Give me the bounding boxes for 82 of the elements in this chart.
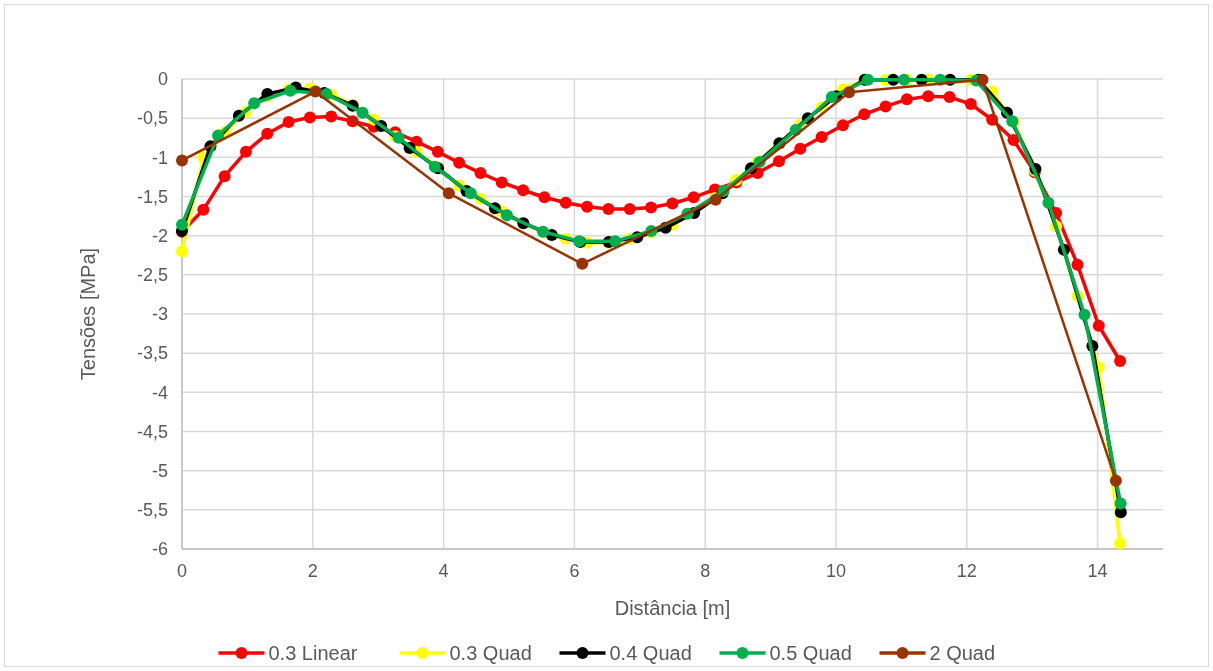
legend-label: 0.3 Quad [449,642,532,664]
point [687,191,700,204]
y-axis-title: Tensões [MPa] [77,247,99,381]
x-tick-label: 8 [700,561,711,581]
point [964,98,977,111]
point [1092,319,1105,332]
point [1114,355,1127,367]
point [1109,474,1122,487]
point [581,200,594,213]
point [303,111,316,124]
point [645,201,658,214]
point [282,116,295,129]
point [248,97,261,110]
point [576,257,589,270]
point [218,170,231,183]
legend-label: 0.4 Quad [609,642,692,664]
y-tick-label: -2,5 [136,265,168,286]
y-tick-label: -6 [151,539,168,560]
y-tick-label: -1 [151,147,168,168]
point [858,108,871,121]
point [1114,537,1127,550]
point [772,155,785,168]
y-tick-label: -0,5 [136,108,168,129]
legend-label: 0.5 Quad [769,642,852,664]
point [559,196,572,209]
x-tick-label: 12 [956,561,977,581]
point [609,235,622,248]
point [623,203,636,216]
y-tick-label: -5,5 [136,500,168,521]
point [325,110,338,123]
point [943,91,956,104]
x-tick-label: 2 [307,561,318,581]
point [922,90,935,103]
point [309,85,322,98]
point [176,154,188,167]
x-tick-label: 4 [438,561,449,581]
point [836,119,849,132]
point [517,184,530,197]
y-tick-label: -2 [151,225,168,246]
point [500,209,513,222]
point [815,130,828,143]
point [197,203,210,216]
y-tick-label: -3,5 [136,343,168,364]
point [1078,308,1091,321]
x-tick-label: 6 [569,561,580,581]
x-tick-label: 10 [825,561,847,581]
point [464,187,477,200]
point [843,86,856,99]
point [976,73,989,86]
y-tick-label: -4 [151,382,168,403]
legend-label: 0.3 Linear [268,642,358,664]
y-tick-label: -3 [151,304,168,325]
point [1071,258,1084,271]
point [538,191,551,204]
point [602,203,615,216]
point [356,106,369,119]
point [453,156,466,169]
point [474,167,487,179]
point [239,145,252,158]
point [176,245,188,258]
point [212,129,225,142]
point [1114,497,1127,510]
point [794,142,807,155]
point [900,93,913,106]
point [825,91,838,104]
point [666,197,679,210]
point [431,145,444,158]
point [261,127,274,140]
point [442,187,455,200]
legend-label: 2 Quad [929,642,996,664]
x-tick-label: 0 [176,561,188,581]
point [1007,134,1020,147]
point [176,218,188,231]
x-axis-title: Distância [m] [614,597,731,619]
y-tick-label: -4,5 [136,421,168,442]
point [495,176,508,189]
point [1042,196,1055,209]
y-tick-label: 0 [157,69,168,90]
y-tick-label: -1,5 [136,186,168,207]
y-tick-label: -5 [151,460,168,481]
x-tick-label: 14 [1087,561,1108,581]
point [879,100,892,113]
